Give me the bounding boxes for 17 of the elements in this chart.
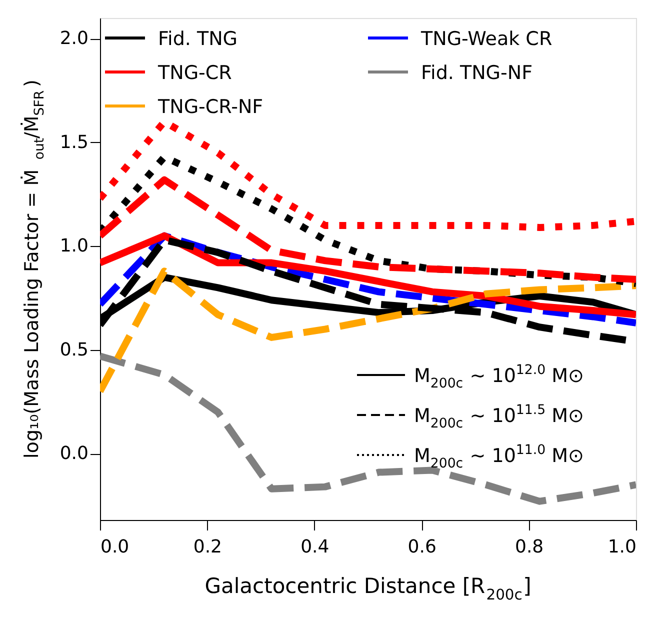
y-tick-label: 1.0 [60,236,88,257]
legend-label: TNG-CR-NF [157,96,264,118]
x-tick-label: 0.8 [514,536,544,558]
x-tick-label: 0.0 [100,536,130,558]
x-tick-label: 0.4 [300,536,330,558]
legend-label: Fid. TNG-NF [421,62,533,84]
y-axis-title: log₁₀(Mass Loading Factor = Ṁout/ṀSFR) [20,80,48,458]
x-tick-label: 0.2 [193,536,222,558]
legend-label: TNG-Weak CR [420,28,552,50]
y-tick-label: 0.5 [60,339,88,360]
legend-label: TNG-CR [157,62,232,84]
y-tick-label: 1.5 [60,132,88,153]
x-tick-label: 0.6 [408,536,436,558]
y-tick-label: 0.0 [60,443,88,464]
x-tick-label: 1.0 [608,536,636,558]
y-tick-label: 2.0 [60,28,88,50]
legend-label: Fid. TNG [158,28,238,50]
